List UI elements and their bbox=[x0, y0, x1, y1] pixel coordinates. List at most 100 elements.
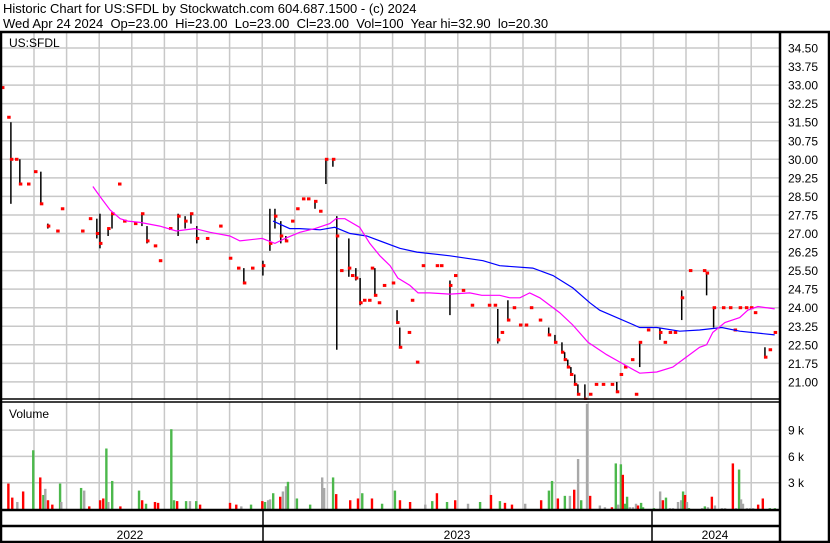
close-marker bbox=[0, 86, 5, 90]
volume-bar bbox=[184, 501, 188, 509]
close-marker bbox=[615, 390, 620, 394]
close-marker bbox=[261, 264, 266, 268]
volume-bar bbox=[550, 480, 554, 509]
close-marker bbox=[39, 202, 44, 206]
volume-bar bbox=[683, 494, 687, 509]
close-marker bbox=[219, 224, 223, 228]
volume-bar bbox=[628, 507, 632, 509]
volume-bar bbox=[621, 474, 625, 509]
close-marker bbox=[493, 303, 498, 307]
chart-frame bbox=[0, 30, 830, 543]
price-tick-label: 27.00 bbox=[788, 227, 818, 241]
close-marker bbox=[749, 306, 754, 310]
close-marker bbox=[512, 306, 517, 310]
volume-bar bbox=[295, 498, 299, 509]
close-marker bbox=[594, 382, 599, 386]
volume-bar bbox=[610, 507, 614, 509]
close-marker bbox=[56, 229, 60, 233]
volume-bar bbox=[466, 503, 470, 509]
panel-gap bbox=[0, 400, 779, 402]
volume-bar bbox=[156, 502, 160, 509]
volume-bar bbox=[51, 504, 54, 509]
close-marker bbox=[563, 358, 568, 362]
close-marker bbox=[27, 182, 31, 186]
volume-bar bbox=[266, 500, 270, 509]
volume-bar bbox=[228, 502, 232, 509]
close-marker bbox=[228, 256, 233, 260]
close-marker bbox=[95, 232, 100, 235]
close-marker bbox=[111, 212, 115, 216]
close-marker bbox=[721, 306, 726, 310]
close-marker bbox=[123, 219, 127, 223]
grid bbox=[0, 33, 779, 509]
close-marker bbox=[146, 239, 150, 243]
volume-bar bbox=[21, 491, 25, 509]
close-marker bbox=[753, 311, 758, 315]
close-marker bbox=[363, 298, 367, 302]
volume-bar bbox=[153, 501, 157, 509]
close-marker bbox=[368, 298, 372, 302]
close-marker bbox=[391, 281, 396, 285]
price-tick-label: 26.25 bbox=[788, 246, 818, 260]
volume-bar bbox=[681, 491, 685, 509]
close-marker bbox=[60, 207, 65, 211]
close-marker bbox=[407, 330, 412, 334]
year-tick-label: 2024 bbox=[702, 528, 729, 542]
volume-bar bbox=[408, 501, 412, 509]
close-marker bbox=[195, 236, 200, 240]
close-marker bbox=[14, 157, 19, 161]
close-marker bbox=[638, 340, 643, 344]
close-marker bbox=[702, 269, 707, 273]
close-marker bbox=[177, 214, 181, 218]
volume-bar bbox=[445, 501, 449, 509]
volume-bar bbox=[261, 501, 264, 509]
year-tick-label: 2023 bbox=[444, 528, 471, 542]
volume-bar bbox=[286, 481, 290, 509]
volume-bar bbox=[356, 498, 360, 509]
volume-bar bbox=[88, 506, 91, 509]
volume-bars bbox=[7, 403, 777, 509]
volume-bar bbox=[140, 500, 144, 509]
close-marker bbox=[576, 392, 581, 396]
close-marker bbox=[46, 224, 51, 228]
volume-bar bbox=[658, 491, 662, 509]
close-marker bbox=[153, 244, 158, 248]
close-marker bbox=[487, 303, 492, 307]
volume-bar bbox=[39, 477, 42, 509]
volume-bar bbox=[614, 463, 618, 509]
price-tick-label: 22.50 bbox=[788, 338, 818, 352]
close-marker bbox=[184, 219, 188, 223]
volume-bar bbox=[79, 487, 83, 509]
close-marker bbox=[279, 234, 284, 238]
close-marker bbox=[728, 306, 733, 310]
volume-bar bbox=[198, 504, 202, 509]
volume-bar bbox=[249, 504, 253, 509]
volume-bar bbox=[393, 490, 397, 509]
volume-bar bbox=[634, 503, 638, 509]
volume-bar bbox=[756, 504, 760, 509]
close-marker bbox=[140, 212, 145, 216]
close-marker bbox=[601, 382, 606, 386]
close-marker bbox=[688, 269, 693, 273]
close-marker bbox=[7, 115, 11, 119]
volume-bar bbox=[573, 489, 576, 509]
close-marker bbox=[663, 340, 668, 344]
price-tick-label: 34.50 bbox=[788, 42, 818, 56]
axis-background bbox=[779, 33, 830, 543]
volume-bar bbox=[741, 503, 745, 509]
close-marker bbox=[382, 283, 387, 287]
close-marker bbox=[377, 301, 382, 305]
close-marker bbox=[524, 323, 529, 327]
volume-bar bbox=[144, 503, 148, 509]
volume-bar bbox=[170, 429, 173, 509]
close-marker bbox=[518, 323, 523, 327]
volume-tick-label: 6 k bbox=[788, 450, 805, 464]
price-tick-label: 29.25 bbox=[788, 171, 818, 185]
volume-bar bbox=[105, 448, 108, 509]
volume-bar bbox=[175, 501, 179, 509]
close-marker bbox=[168, 227, 173, 231]
symbol-label: US:SFDL bbox=[9, 36, 60, 50]
volume-bar bbox=[44, 488, 47, 509]
close-marker bbox=[291, 219, 295, 223]
volume-bar bbox=[703, 506, 707, 509]
